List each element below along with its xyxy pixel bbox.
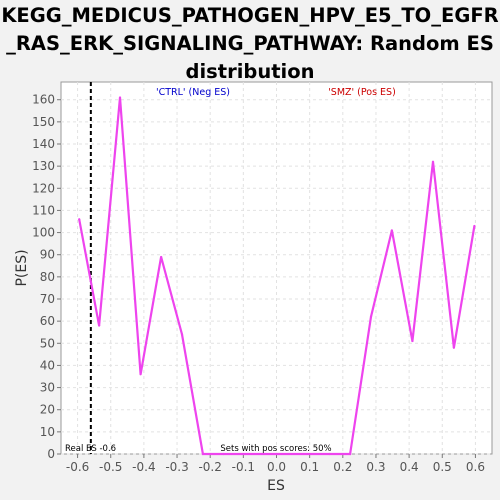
x-tick-label: -0.2 bbox=[198, 460, 221, 474]
data-point bbox=[160, 255, 163, 259]
data-point bbox=[328, 452, 331, 456]
neg-es-label: 'CTRL' (Neg ES) bbox=[156, 87, 230, 98]
y-tick-label: 120 bbox=[32, 181, 55, 195]
pos-scores-label: Sets with pos scores: 50% bbox=[220, 444, 331, 454]
data-point bbox=[139, 373, 142, 376]
data-point bbox=[275, 452, 278, 456]
x-tick-label: 0.2 bbox=[333, 460, 352, 474]
x-tick-label: 0.3 bbox=[366, 460, 385, 474]
data-point bbox=[180, 333, 184, 336]
data-point bbox=[390, 229, 393, 232]
data-point bbox=[411, 339, 414, 343]
x-tick-label: -0.3 bbox=[165, 460, 188, 474]
x-tick-label: 0.5 bbox=[433, 460, 452, 474]
y-tick-label: 20 bbox=[40, 403, 55, 417]
data-point bbox=[98, 324, 101, 327]
y-tick-label: 0 bbox=[47, 447, 55, 461]
chart-title-line-3: distribution bbox=[185, 60, 315, 83]
data-point bbox=[118, 96, 122, 99]
data-point bbox=[349, 452, 352, 456]
y-tick-label: 10 bbox=[40, 425, 55, 439]
y-tick-label: 30 bbox=[40, 381, 55, 395]
y-axis-label: P(ES) bbox=[14, 249, 30, 286]
chart-title-line-1: KEGG_MEDICUS_PATHOGEN_HPV_E5_TO_EGFR bbox=[1, 4, 499, 27]
y-tick-label: 130 bbox=[32, 159, 55, 173]
data-point bbox=[369, 315, 373, 318]
x-tick-label: 0.1 bbox=[300, 460, 319, 474]
x-tick-label: -0.6 bbox=[66, 460, 89, 474]
y-axis: 0 10 20 30 40 50 60 70 80 90 100 110 120 130 140 150 160 bbox=[32, 93, 61, 461]
data-point bbox=[452, 346, 455, 349]
y-tick-label: 90 bbox=[40, 248, 55, 262]
y-tick-label: 50 bbox=[40, 336, 55, 350]
real-es-label: Real ES -0.6 bbox=[65, 444, 116, 454]
grid-lines bbox=[61, 82, 492, 455]
y-tick-label: 70 bbox=[40, 292, 55, 306]
x-tick-label: -0.1 bbox=[232, 460, 255, 474]
x-tick-label: 0.0 bbox=[267, 460, 286, 474]
series-points bbox=[78, 96, 476, 456]
x-tick-label: -0.4 bbox=[132, 460, 155, 474]
y-tick-label: 100 bbox=[32, 226, 55, 240]
data-point bbox=[201, 452, 204, 456]
x-tick-label: 0.6 bbox=[466, 460, 485, 474]
x-tick-label: 0.4 bbox=[400, 460, 419, 474]
y-tick-label: 140 bbox=[32, 137, 55, 151]
x-tick-label: -0.5 bbox=[99, 460, 122, 474]
y-tick-label: 80 bbox=[40, 270, 55, 284]
y-tick-label: 40 bbox=[40, 358, 55, 372]
pos-es-label: 'SMZ' (Pos ES) bbox=[328, 87, 396, 98]
chart-title-line-2: _RAS_ERK_SIGNALING_PATHWAY: Random ES bbox=[6, 32, 494, 55]
y-tick-label: 150 bbox=[32, 115, 55, 129]
data-point bbox=[78, 218, 81, 221]
x-axis: -0.6 -0.5 -0.4 -0.3 -0.2 -0.1 0.0 0.1 0.2 0.3 0.4 0… bbox=[66, 454, 485, 474]
x-axis-label: ES bbox=[267, 478, 285, 494]
data-point bbox=[431, 160, 435, 163]
y-tick-label: 160 bbox=[32, 93, 55, 107]
y-tick-label: 60 bbox=[40, 314, 55, 328]
data-point bbox=[222, 452, 225, 456]
y-tick-label: 110 bbox=[32, 203, 55, 217]
data-point bbox=[473, 224, 476, 228]
chart-title: KEGG_MEDICUS_PATHOGEN_HPV_E5_TO_EGFR _RA… bbox=[0, 2, 500, 86]
